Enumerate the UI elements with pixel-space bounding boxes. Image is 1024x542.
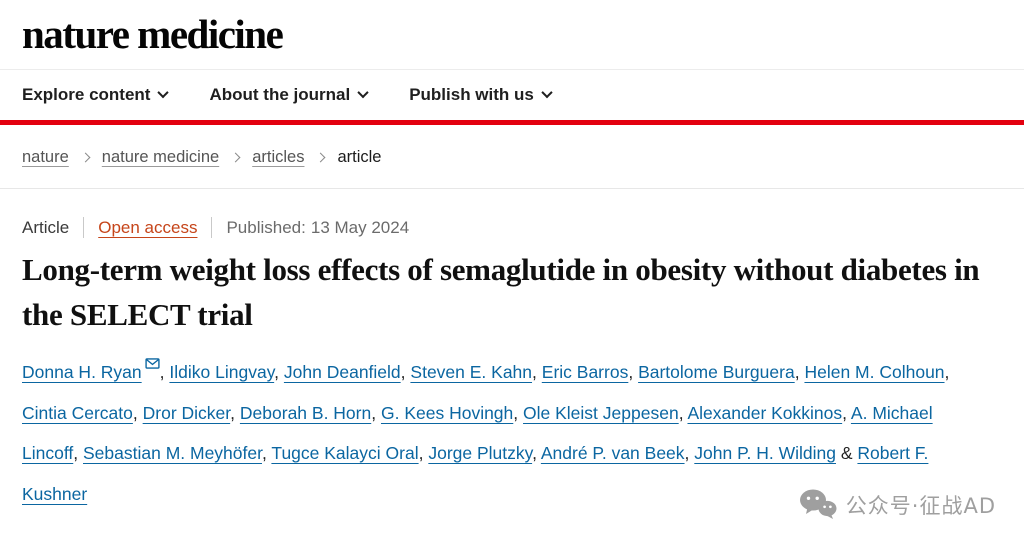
author-item: John P. H. Wilding &: [694, 443, 852, 463]
author-list: Donna H. Ryan, Ildiko Lingvay, John Dean…: [22, 352, 967, 514]
author-separator: ,: [532, 443, 537, 464]
author-separator: ,: [418, 443, 424, 464]
author-separator: ,: [73, 443, 79, 464]
author-separator: ,: [532, 361, 537, 382]
nav-item-label: Explore content: [22, 85, 151, 105]
author-separator: ,: [371, 402, 377, 423]
author-item: Sebastian M. Meyhöfer,: [83, 443, 267, 463]
author-item: Steven E. Kahn,: [410, 362, 537, 382]
author-link[interactable]: Robert F. Kushner: [22, 443, 929, 504]
author-separator: ,: [944, 361, 950, 382]
author-link[interactable]: Alexander Kokkinos: [687, 402, 843, 423]
article-meta: Article Open access Published: 13 May 202…: [22, 217, 1002, 239]
author-separator: ,: [628, 361, 634, 382]
author-separator: ,: [678, 402, 684, 423]
nav-explore-content[interactable]: Explore content: [22, 85, 170, 105]
journal-logo[interactable]: nature medicine: [22, 11, 284, 57]
main-nav: Explore content About the journal Publis…: [0, 69, 1024, 120]
email-icon[interactable]: [145, 358, 160, 369]
author-item: Donna H. Ryan,: [22, 358, 165, 382]
chevron-down-icon: [541, 86, 553, 98]
author-item: Alexander Kokkinos,: [687, 403, 847, 423]
author-link[interactable]: André P. van Beek: [540, 443, 685, 464]
breadcrumb-nature[interactable]: nature: [22, 148, 69, 167]
author-separator: ,: [842, 402, 848, 423]
author-item: Bartolome Burguera,: [638, 362, 800, 382]
article-header: Article Open access Published: 13 May 202…: [0, 217, 1024, 514]
nav-publish-with-us[interactable]: Publish with us: [409, 85, 553, 105]
breadcrumb-current: article: [337, 148, 382, 167]
author-link[interactable]: Deborah B. Horn: [239, 402, 372, 423]
separator: [211, 217, 213, 239]
nav-item-label: About the journal: [209, 85, 351, 105]
author-link[interactable]: Jorge Plutzky: [428, 443, 533, 464]
article-title: Long-term weight loss effects of semaglu…: [22, 252, 980, 333]
author-item: Deborah B. Horn,: [240, 403, 376, 423]
author-separator: ,: [159, 361, 165, 382]
nav-item-label: Publish with us: [409, 85, 534, 105]
breadcrumb-chevron-icon: [316, 152, 326, 163]
author-item: Robert F. Kushner: [22, 443, 928, 504]
author-item: Tugce Kalayci Oral,: [271, 443, 423, 463]
author-item: A. Michael Lincoff,: [22, 403, 933, 464]
author-link[interactable]: Ole Kleist Jeppesen: [523, 402, 679, 423]
author-separator: ,: [684, 443, 690, 464]
breadcrumb-chevron-icon: [230, 152, 241, 163]
author-link[interactable]: A. Michael Lincoff: [22, 402, 933, 464]
author-separator: ,: [132, 402, 138, 423]
author-item: G. Kees Hovingh,: [381, 403, 518, 423]
separator: [83, 217, 85, 239]
author-item: John Deanfield,: [284, 362, 406, 382]
author-link[interactable]: Ildiko Lingvay: [169, 361, 275, 382]
author-separator: ,: [794, 361, 800, 382]
author-link[interactable]: John P. H. Wilding: [694, 443, 836, 464]
author-link[interactable]: Sebastian M. Meyhöfer: [83, 443, 262, 464]
author-item: Cintia Cercato,: [22, 403, 138, 423]
author-link[interactable]: Steven E. Kahn: [410, 361, 533, 382]
author-link[interactable]: G. Kees Hovingh: [380, 402, 514, 423]
chevron-down-icon: [357, 86, 369, 98]
author-separator: ,: [400, 361, 406, 382]
author-link[interactable]: Eric Barros: [541, 361, 629, 382]
author-link[interactable]: Bartolome Burguera: [638, 361, 795, 382]
author-link[interactable]: Helen M. Colhoun: [804, 361, 945, 382]
nav-about-the-journal[interactable]: About the journal: [209, 85, 369, 105]
author-separator: ,: [274, 361, 280, 382]
author-item: Dror Dicker,: [143, 403, 235, 423]
author-link[interactable]: Dror Dicker: [142, 402, 231, 423]
author-item: André P. van Beek,: [541, 443, 690, 463]
open-access-link[interactable]: Open access: [98, 217, 198, 237]
author-link[interactable]: Tugce Kalayci Oral: [271, 443, 419, 464]
published-label: Published:: [226, 217, 306, 237]
breadcrumb-nature-medicine[interactable]: nature medicine: [101, 148, 220, 167]
brand-rule: [0, 120, 1024, 126]
author-separator: &: [836, 443, 853, 464]
breadcrumb-articles[interactable]: articles: [252, 148, 305, 167]
article-type-label: Article: [22, 217, 70, 237]
published-info: Published: 13 May 2024: [226, 218, 409, 238]
author-item: Helen M. Colhoun,: [804, 362, 949, 382]
breadcrumb: nature nature medicine articles article: [0, 125, 1024, 190]
author-separator: ,: [261, 443, 267, 464]
author-item: Ole Kleist Jeppesen,: [523, 403, 684, 423]
author-item: Jorge Plutzky,: [428, 443, 537, 463]
author-item: Eric Barros,: [542, 362, 633, 382]
author-link[interactable]: Cintia Cercato: [22, 402, 133, 423]
author-link[interactable]: John Deanfield: [283, 361, 401, 382]
chevron-down-icon: [157, 86, 170, 98]
author-separator: ,: [230, 402, 236, 423]
author-separator: ,: [513, 402, 519, 423]
author-link[interactable]: Donna H. Ryan: [22, 361, 142, 382]
published-date: 13 May 2024: [310, 217, 410, 237]
breadcrumb-chevron-icon: [80, 152, 91, 163]
site-header: nature medicine: [0, 0, 1024, 57]
author-item: Ildiko Lingvay,: [169, 362, 279, 382]
